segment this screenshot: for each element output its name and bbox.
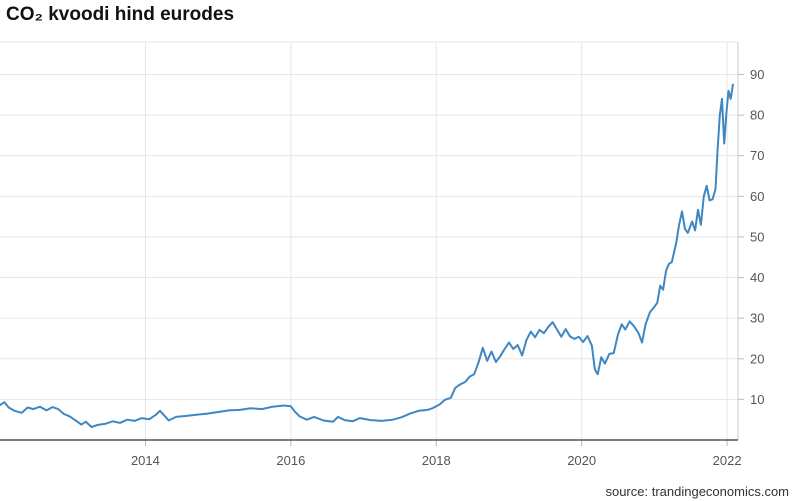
x-tick-label: 2018 [422, 453, 451, 468]
x-tick-label: 2014 [131, 453, 160, 468]
y-tick-label: 80 [750, 108, 764, 123]
series-layer [0, 83, 734, 428]
y-tick-label: 90 [750, 67, 764, 82]
grid-lines [0, 41, 738, 440]
y-tick-label: 30 [750, 311, 764, 326]
y-tick-label: 20 [750, 351, 764, 366]
axes [0, 42, 744, 446]
tick-labels: 10 20 30 40 50 60 70 80 90 2014 2016 2018 2020 2022 [131, 67, 765, 468]
y-tick-label: 60 [750, 189, 764, 204]
y-tick-label: 50 [750, 229, 764, 244]
y-tick-label: 70 [750, 148, 764, 163]
x-tick-label: 2020 [567, 453, 596, 468]
x-tick-label: 2016 [276, 453, 305, 468]
y-tick-label: 10 [750, 392, 764, 407]
chart-title: CO₂ kvoodi hind eurodes [6, 4, 235, 25]
x-tick-label: 2022 [713, 453, 742, 468]
y-tick-label: 40 [750, 270, 764, 285]
source-credit: source: trandingeconomics.com [605, 484, 789, 499]
series-line [0, 83, 734, 428]
